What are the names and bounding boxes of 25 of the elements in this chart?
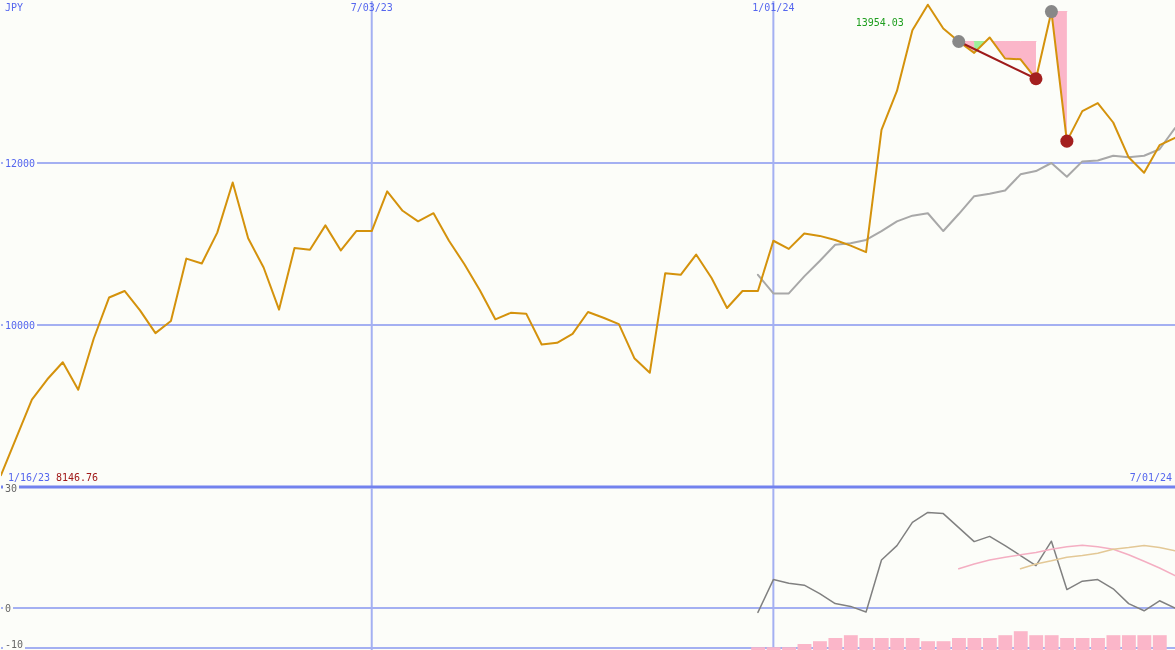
annotation: 1/16/23 [8,472,51,483]
y-tick-label: 30 [5,482,18,494]
bar [1152,635,1167,650]
annotation: 13954.03 [855,16,904,28]
x-tick-label: 7/03/23 [350,2,393,13]
y-tick-label: 10000 [5,319,36,331]
y-tick-label: 0 [5,602,12,614]
y-tick-label: -10 [5,638,24,650]
y-tick-label: 12000 [5,157,36,169]
bar [751,647,766,650]
line-series [756,127,1175,295]
line-series [757,511,1175,614]
y-axis-title: JPY [5,2,24,13]
annotation: 7/01/24 [1129,472,1172,483]
bar [797,644,812,650]
point [1044,5,1058,19]
point [1029,72,1043,86]
point [952,35,966,48]
point [1060,134,1074,148]
bar [1075,638,1090,650]
x-tick-label: 1/01/24 [752,2,795,13]
annotation: 8146.76 [56,472,99,483]
line-series [1019,544,1175,570]
bar [936,641,951,650]
line-series [957,544,1175,577]
